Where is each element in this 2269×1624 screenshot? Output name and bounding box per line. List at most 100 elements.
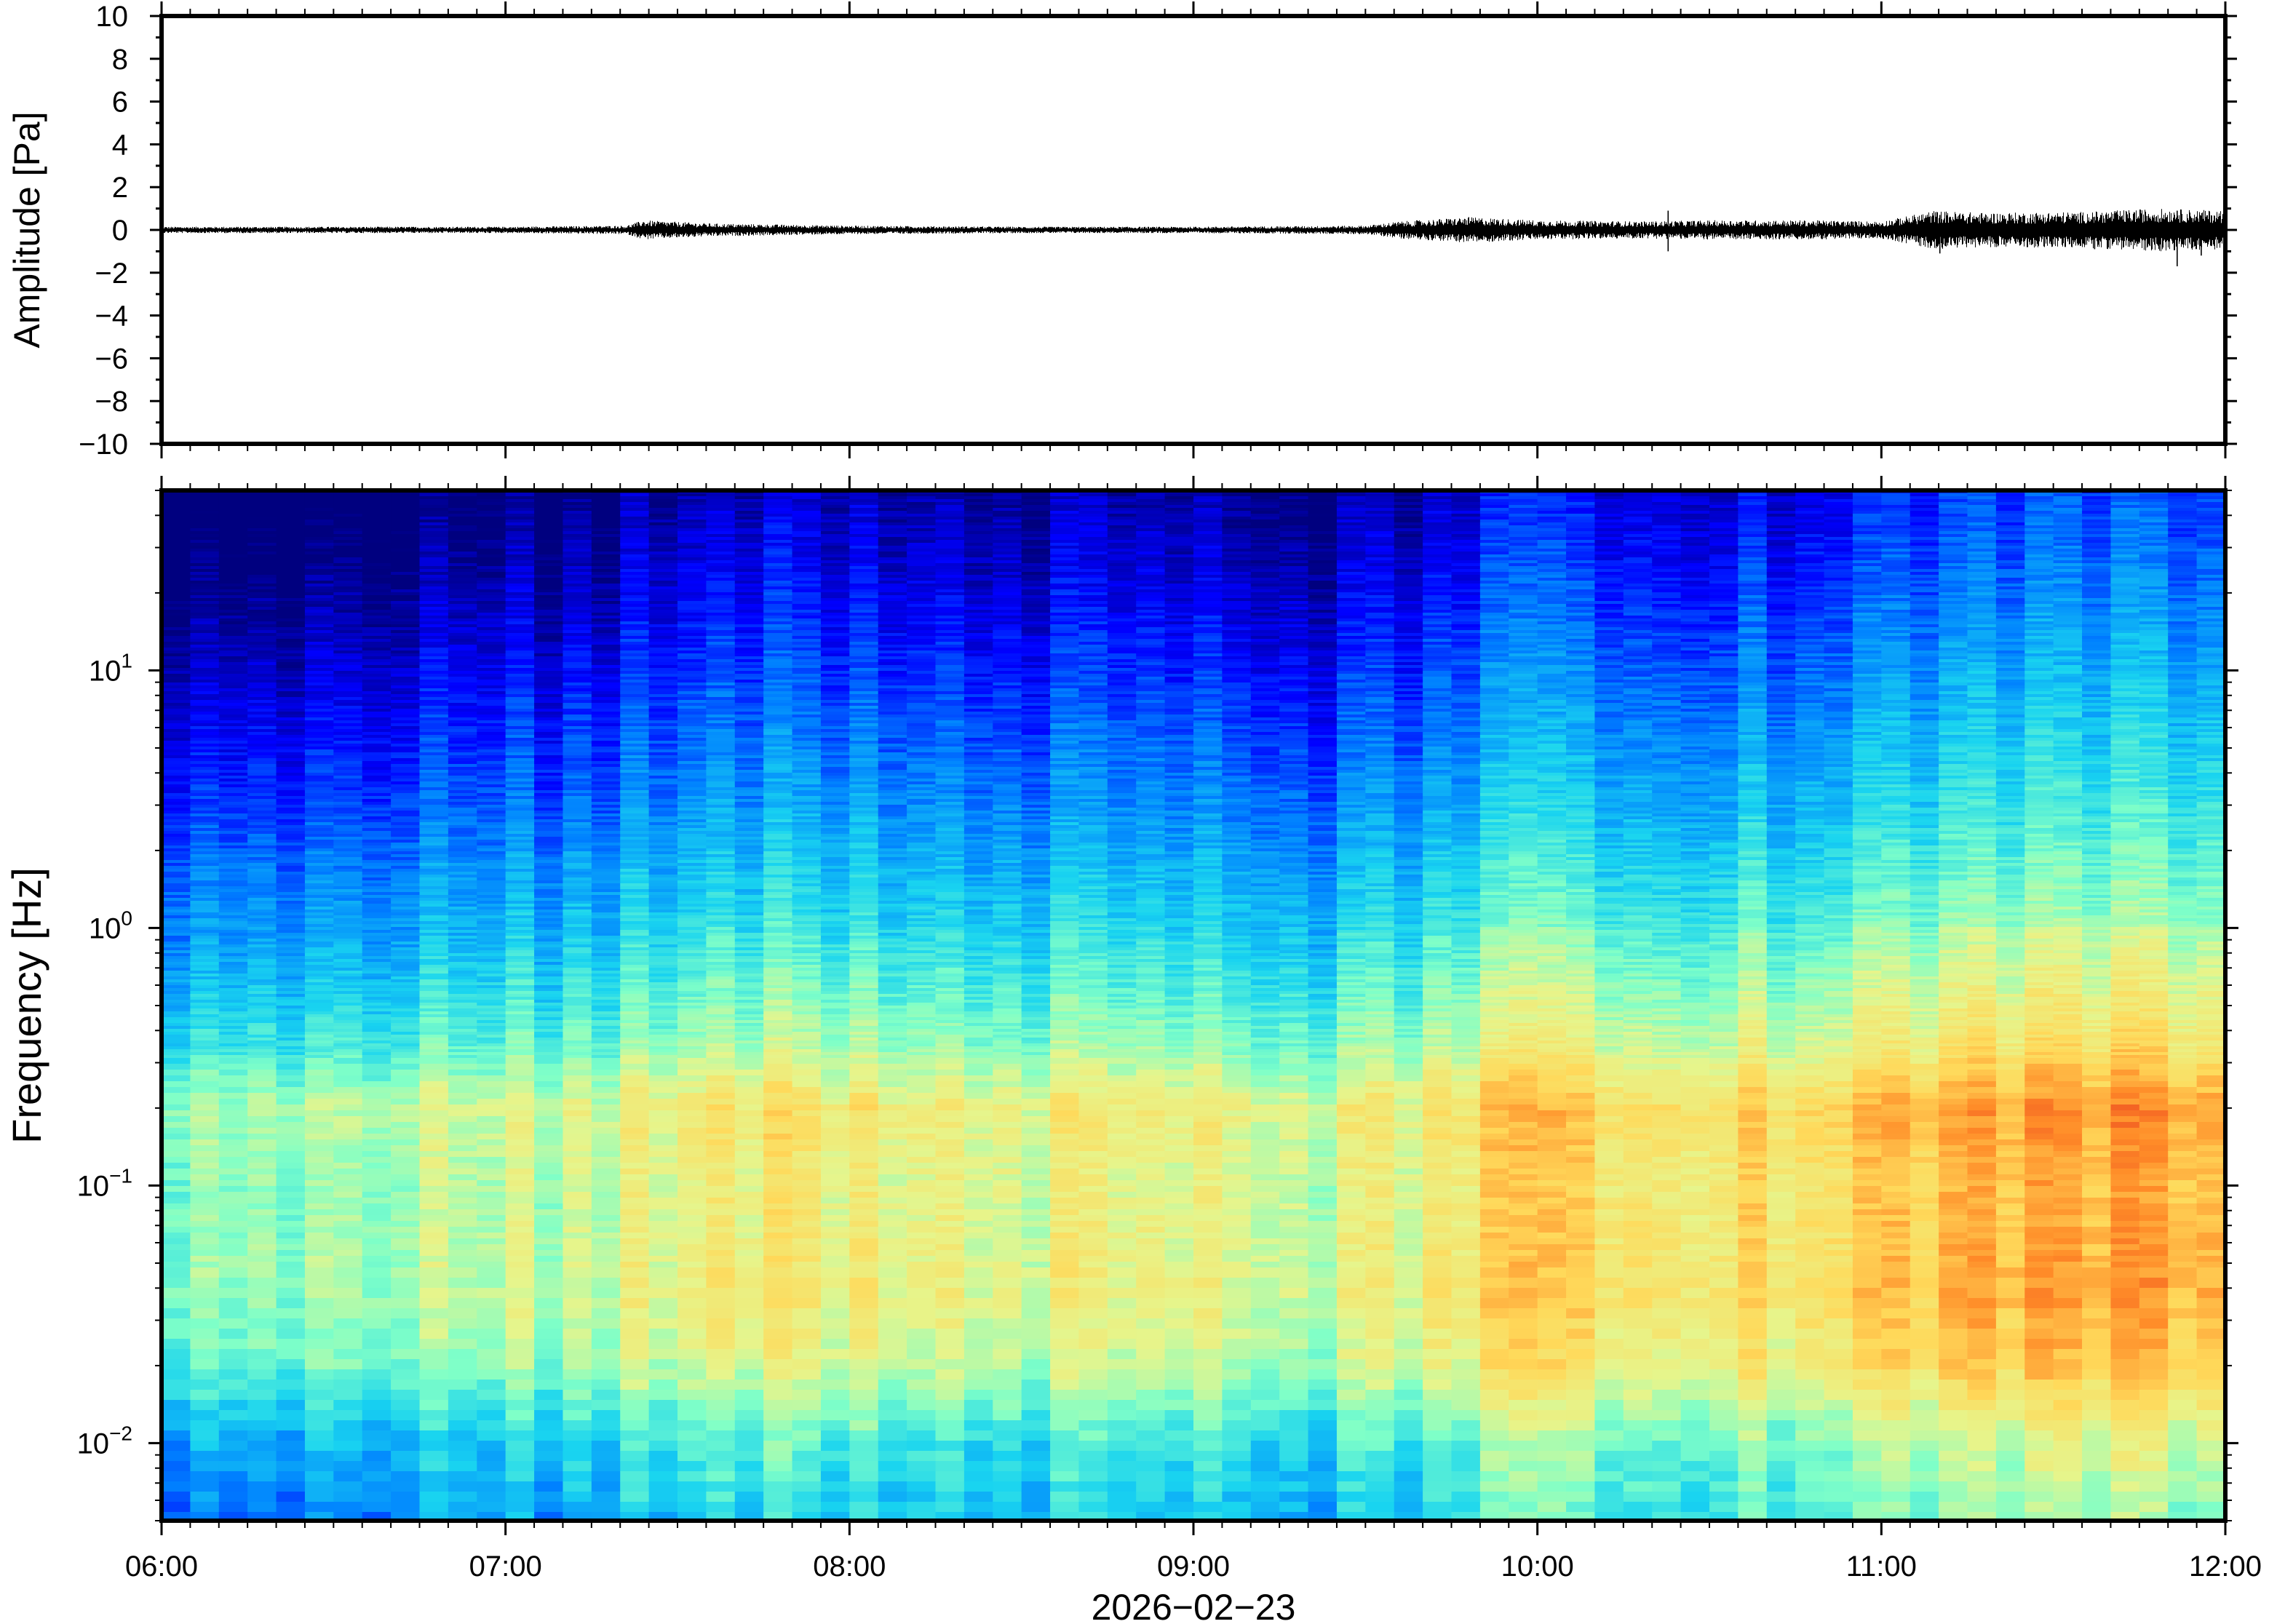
spectrogram-cell xyxy=(563,1093,592,1099)
spectrogram-cell xyxy=(477,796,506,799)
spectrogram-cell xyxy=(420,1011,449,1014)
spectrogram-cell xyxy=(362,537,392,540)
spectrogram-cell xyxy=(534,554,563,557)
spectrogram-cell xyxy=(219,674,248,677)
spectrogram-cell xyxy=(448,499,477,502)
spectrogram-cell xyxy=(620,1049,649,1052)
spectrogram-cell xyxy=(477,828,506,831)
spectrogram-cell xyxy=(190,1038,219,1040)
spectrogram-cell xyxy=(592,1380,621,1390)
spectrogram-cell xyxy=(706,758,735,761)
spectrogram-cell xyxy=(162,505,191,508)
spectrogram-cell xyxy=(190,1410,219,1420)
spectrogram-cell xyxy=(420,1145,449,1151)
spectrogram-cell xyxy=(506,525,535,528)
spectrogram-cell xyxy=(477,1492,506,1502)
spectrogram-cell xyxy=(219,1032,248,1035)
spectrogram-cell xyxy=(247,752,277,755)
spectrogram-cell xyxy=(592,790,621,793)
spectrogram-cell xyxy=(391,604,420,607)
spectrogram-cell xyxy=(391,1349,420,1359)
spectrogram-cell xyxy=(649,499,678,502)
spectrogram-cell xyxy=(620,1046,649,1049)
spectrogram-cell xyxy=(162,1318,191,1329)
spectrogram-cell xyxy=(219,671,248,674)
spectrogram-cell xyxy=(333,744,362,747)
spectrogram-cell xyxy=(247,837,277,840)
spectrogram-cell xyxy=(333,781,362,784)
spectrogram-cell xyxy=(247,915,277,918)
spectrogram-cell xyxy=(277,1038,306,1040)
spectrogram-cell xyxy=(534,1492,563,1502)
spectrogram-cell xyxy=(592,991,621,994)
spectrogram-cell xyxy=(649,892,678,895)
spectrogram-cell xyxy=(448,511,477,514)
spectrogram-cell xyxy=(620,872,649,875)
spectrogram-cell xyxy=(477,962,506,965)
spectrogram-cell xyxy=(305,892,334,895)
spectrogram-cell xyxy=(219,1288,248,1298)
spectrogram-cell xyxy=(620,1288,649,1298)
spectrogram-cell xyxy=(620,936,649,939)
spectrogram-cell xyxy=(190,1329,219,1339)
spectrogram-cell xyxy=(506,912,535,915)
spectrogram-cell xyxy=(162,915,191,918)
spectrogram-cell xyxy=(362,662,392,665)
spectrogram-cell xyxy=(563,604,592,607)
spectrogram-cell xyxy=(391,511,420,514)
spectrogram-cell xyxy=(362,706,392,709)
spectrogram-cell xyxy=(592,1262,621,1267)
spectrogram-cell xyxy=(277,648,306,650)
spectrogram-cell xyxy=(190,648,219,650)
spectrogram-cell xyxy=(277,671,306,674)
spectrogram-cell xyxy=(247,726,277,729)
spectrogram-cell xyxy=(420,744,449,747)
spectrogram-cell xyxy=(305,493,334,496)
spectrogram-cell xyxy=(592,942,621,944)
spectrogram-cell xyxy=(305,1430,334,1441)
spectrogram-cell xyxy=(506,659,535,662)
spectrogram-cell xyxy=(391,802,420,805)
spectrogram-cell xyxy=(448,621,477,624)
spectrogram-cell xyxy=(506,895,535,898)
spectrogram-cell xyxy=(506,712,535,715)
spectrogram-cell xyxy=(677,866,707,869)
spectrogram-cell xyxy=(534,549,563,552)
spectrogram-cell xyxy=(420,956,449,959)
spectrogram-cell xyxy=(477,848,506,851)
spectrogram-cell xyxy=(391,493,420,496)
spectrogram-cell xyxy=(305,895,334,898)
spectrogram-cell xyxy=(247,668,277,671)
spectrogram-cell xyxy=(477,709,506,712)
spectrogram-cell xyxy=(506,843,535,845)
spectrogram-cell xyxy=(277,851,306,854)
spectrogram-cell xyxy=(448,712,477,715)
spectrogram-cell xyxy=(190,566,219,569)
spectrogram-cell xyxy=(190,947,219,950)
spectrogram-cell xyxy=(506,1278,535,1288)
spectrogram-cell xyxy=(362,1003,392,1006)
spectrogram-cell xyxy=(277,912,306,915)
spectrogram-cell xyxy=(620,616,649,618)
spectrogram-cell xyxy=(219,793,248,796)
spectrogram-cell xyxy=(247,537,277,540)
spectrogram-cell xyxy=(190,572,219,575)
spectrogram-cell xyxy=(391,907,420,909)
spectrogram-cell xyxy=(247,1492,277,1502)
spectrogram-cell xyxy=(706,732,735,735)
spectrogram-cell xyxy=(277,776,306,779)
spectrogram-cell xyxy=(420,505,449,508)
spectrogram-cell xyxy=(620,1029,649,1032)
spectrogram-cell xyxy=(649,607,678,610)
spectrogram-cell xyxy=(190,703,219,706)
spectrogram-cell xyxy=(649,863,678,866)
spectrogram-cell xyxy=(592,659,621,662)
spectrogram-cell xyxy=(677,1267,707,1278)
spectrogram-cell xyxy=(649,1151,678,1157)
spectrogram-cell xyxy=(620,828,649,831)
spectrogram-cell xyxy=(677,872,707,875)
spectrogram-cell xyxy=(563,569,592,572)
spectrogram-cell xyxy=(162,971,191,974)
spectrogram-cell xyxy=(563,665,592,668)
spectrogram-cell xyxy=(190,816,219,819)
